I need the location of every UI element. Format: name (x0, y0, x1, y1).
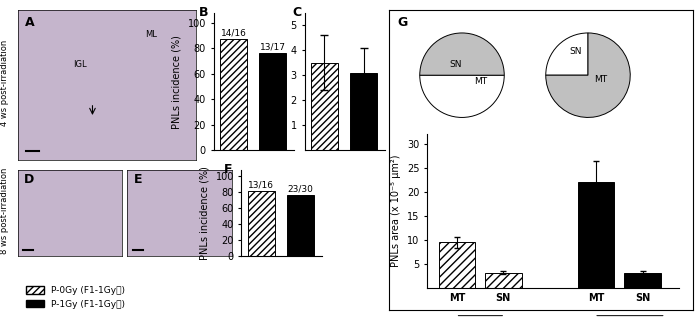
Bar (439, 243, 475, 288)
Text: 13/16: 13/16 (248, 181, 274, 190)
Bar (311, 63, 338, 150)
Text: A: A (25, 16, 34, 28)
Y-axis label: PNLs area (x 10⁻⁵ μm²): PNLs area (x 10⁻⁵ μm²) (391, 155, 401, 268)
Bar (578, 182, 615, 288)
Bar (624, 273, 661, 288)
Wedge shape (420, 75, 504, 117)
Text: 23/30: 23/30 (288, 184, 314, 194)
Wedge shape (420, 33, 504, 75)
Text: 4 ws post-irradiation: 4 ws post-irradiation (0, 40, 8, 126)
Text: SN: SN (449, 60, 462, 69)
Text: 8 ws post-irradiation: 8 ws post-irradiation (0, 168, 8, 254)
Wedge shape (546, 33, 588, 75)
Bar (248, 191, 275, 256)
Text: MT: MT (475, 77, 488, 86)
Text: 14/16: 14/16 (220, 28, 246, 37)
Text: F: F (224, 163, 232, 176)
Wedge shape (546, 33, 630, 117)
Y-axis label: PNLs incidence (%): PNLs incidence (%) (172, 35, 182, 129)
Bar (220, 39, 247, 150)
Legend: P-0Gy (F1-1Gy⦿), P-1Gy (F1-1Gy⦿): P-0Gy (F1-1Gy⦿), P-1Gy (F1-1Gy⦿) (22, 283, 129, 312)
Text: 13/17: 13/17 (260, 42, 286, 51)
Text: D: D (24, 173, 34, 186)
Text: G: G (398, 16, 408, 28)
Text: E: E (134, 173, 142, 186)
Bar (485, 273, 522, 288)
Y-axis label: PNLs incidence (%): PNLs incidence (%) (200, 166, 210, 260)
Bar (259, 53, 286, 150)
Bar (350, 73, 377, 150)
Text: IGL: IGL (74, 60, 87, 69)
Text: ML: ML (146, 30, 158, 39)
Text: C: C (293, 6, 302, 19)
Text: MT: MT (594, 75, 607, 84)
Text: B: B (199, 6, 209, 19)
Bar (287, 195, 314, 256)
Y-axis label: PNLs area
(x10⁵μm²): PNLs area (x10⁵μm²) (263, 57, 285, 106)
Text: SN: SN (569, 47, 582, 56)
